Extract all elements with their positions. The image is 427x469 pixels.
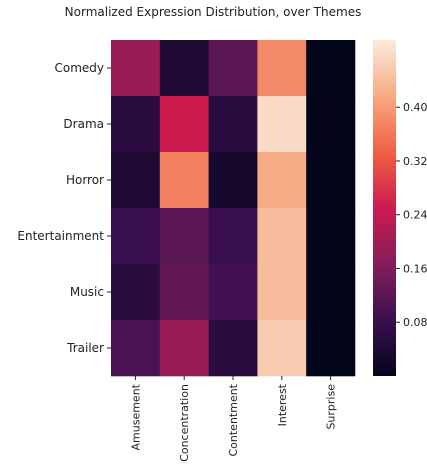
colorbar-tick-label: 0.32 [403,155,427,168]
heatmap-cell [111,96,161,153]
row-label: Drama [63,117,104,131]
heatmap-cell [306,208,356,265]
heatmap-cell [257,208,307,265]
column-labels: Amusement Concentration Contentment Interes… [129,376,338,462]
colorbar-tick-label: 0.40 [403,101,427,114]
heatmap-cell [257,96,307,153]
row-label: Horror [66,173,104,187]
heatmap-cell [257,152,307,209]
heatmap-cell [306,320,356,377]
heatmap-cell [159,208,209,265]
heatmap-cell [111,320,161,377]
row-label: Entertainment [17,229,104,243]
heatmap-cell [111,264,161,321]
heatmap-cell [208,208,258,265]
heatmap-cell [111,40,161,97]
heatmap-cell [257,264,307,321]
heatmap-cell [159,264,209,321]
heatmap-cell [257,320,307,377]
heatmap-cell [159,96,209,153]
heatmap-cell [257,40,307,97]
heatmap-cell [111,152,161,209]
colorbar [373,40,396,376]
heatmap-cell [208,40,258,97]
heatmap-cells [111,40,356,377]
heatmap-cell [159,152,209,209]
heatmap-cell [111,208,161,265]
heatmap-cell [208,264,258,321]
colorbar-ticks: 0.08 0.16 0.24 0.32 0.40 [396,101,427,329]
column-label: Concentration [178,384,191,462]
heatmap-cell [208,96,258,153]
heatmap-cell [159,40,209,97]
column-label: Interest [276,383,289,426]
heatmap-cell [306,40,356,97]
heatmap-cell [306,264,356,321]
heatmap-cell [306,96,356,153]
column-label: Amusement [129,383,142,450]
row-labels: Comedy Drama Horror Entertainment Music Trail… [17,61,111,355]
row-label: Music [70,285,104,299]
colorbar-tick-label: 0.24 [403,209,427,222]
row-label: Trailer [66,341,104,355]
column-label: Surprise [325,384,338,430]
colorbar-tick-label: 0.16 [403,262,427,275]
heatmap-cell [208,320,258,377]
heatmap-cell [208,152,258,209]
heatmap-cell [159,320,209,377]
row-label: Comedy [54,61,104,75]
column-label: Contentment [227,383,240,456]
chart-title: Normalized Expression Distribution, over… [65,5,362,19]
heatmap-cell [306,152,356,209]
colorbar-tick-label: 0.08 [403,316,427,329]
